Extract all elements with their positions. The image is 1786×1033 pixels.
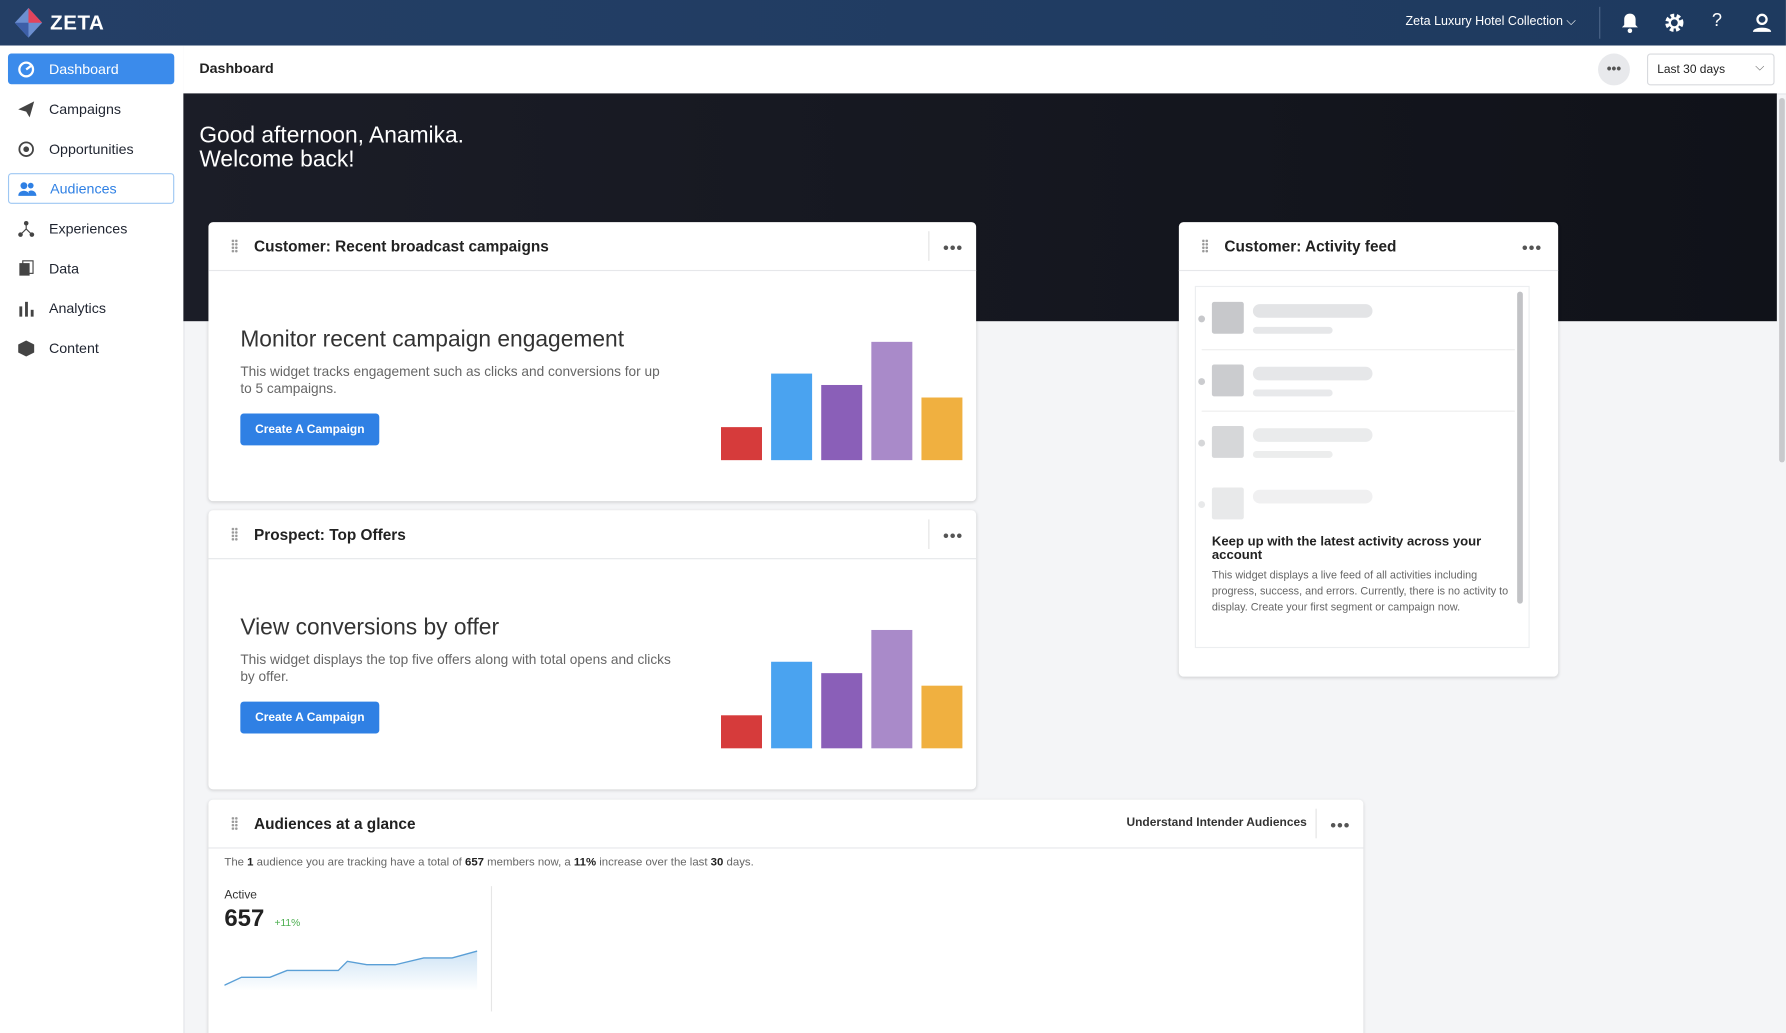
nav-icon bbox=[18, 220, 35, 237]
nav-icon bbox=[19, 301, 34, 317]
nav-icon bbox=[18, 339, 35, 356]
date-range-select[interactable]: Last 30 days ⌵ bbox=[1646, 53, 1775, 86]
create-campaign-button[interactable]: Create A Campaign bbox=[240, 701, 380, 734]
summary-figure: 657 bbox=[465, 856, 485, 870]
nav-item[interactable]: Experiences bbox=[8, 213, 174, 244]
illustration bbox=[720, 341, 963, 467]
audiences-summary: The 1 audience you are tracking have a t… bbox=[224, 857, 753, 870]
activity-heading: Keep up with the latest activity across … bbox=[1211, 535, 1482, 563]
summary-figure: 1 bbox=[247, 856, 254, 870]
stat-label: Active bbox=[224, 888, 257, 903]
greeting-line: Welcome back! bbox=[199, 146, 355, 172]
summary-figure: 11% bbox=[573, 856, 597, 870]
nav-item[interactable]: Data bbox=[8, 253, 174, 284]
widget-text: This widget displays the top five offers… bbox=[240, 651, 671, 685]
widget-title: Prospect: Top Offers bbox=[253, 526, 406, 544]
widget-header: Prospect: Top Offers ••• bbox=[208, 510, 977, 560]
widget: Customer: Recent broadcast campaigns ••• M… bbox=[208, 222, 977, 502]
nav-label: Campaigns bbox=[48, 100, 122, 117]
profile-icon[interactable] bbox=[1752, 13, 1773, 34]
nav-icon bbox=[19, 259, 34, 276]
divider bbox=[1599, 6, 1601, 39]
nav-icon bbox=[18, 140, 34, 157]
nav-item[interactable]: Dashboard bbox=[7, 53, 175, 85]
summary-text: members now, a bbox=[484, 856, 574, 870]
nav-item[interactable]: Analytics bbox=[8, 293, 174, 324]
nav-icon bbox=[18, 100, 35, 117]
logo-icon bbox=[14, 7, 43, 38]
scrollbar bbox=[1779, 97, 1785, 463]
greeting: Good afternoon, Anamika. Welcome back! bbox=[199, 124, 464, 172]
summary-text: The bbox=[224, 856, 248, 870]
nav-item[interactable]: Content bbox=[8, 333, 174, 364]
help-icon[interactable]: ? bbox=[1711, 11, 1723, 31]
activity-text: This widget displays a live feed of all … bbox=[1211, 569, 1509, 614]
audiences-link[interactable]: Understand Intender Audiences bbox=[1126, 815, 1307, 830]
divider bbox=[490, 886, 493, 1012]
widget: Prospect: Top Offers ••• View conversions … bbox=[208, 510, 977, 790]
sidebar: Dashboard Campaigns Opportunities Audiences… bbox=[0, 45, 185, 1033]
stat-change: +11% bbox=[274, 916, 301, 929]
divider bbox=[928, 519, 930, 549]
nav-label: Opportunities bbox=[48, 140, 134, 157]
account-switcher[interactable]: Zeta Luxury Hotel Collection ⌵ bbox=[1405, 14, 1576, 29]
nav-label: Content bbox=[48, 339, 99, 356]
logo-text: ZETA bbox=[50, 11, 105, 35]
stat-value: 657 bbox=[224, 905, 265, 932]
summary-text: increase over the last bbox=[596, 856, 711, 870]
sparkline bbox=[224, 950, 478, 991]
more-button[interactable]: ••• bbox=[943, 526, 964, 545]
settings-icon[interactable] bbox=[1664, 13, 1685, 34]
account-name: Zeta Luxury Hotel Collection bbox=[1405, 14, 1563, 29]
notifications-icon[interactable] bbox=[1621, 13, 1639, 34]
illustration bbox=[720, 629, 963, 755]
create-campaign-button[interactable]: Create A Campaign bbox=[240, 413, 380, 446]
more-button[interactable]: ••• bbox=[943, 238, 964, 257]
audiences-widget: Audiences at a glance Understand Intende… bbox=[208, 799, 1364, 1033]
top-bar: ZETA Zeta Luxury Hotel Collection ⌵ ? bbox=[0, 0, 1786, 46]
nav-label: Experiences bbox=[48, 220, 128, 237]
widget-title: Audiences at a glance bbox=[253, 815, 416, 833]
nav-icon bbox=[18, 60, 35, 77]
date-range-value: Last 30 days bbox=[1657, 62, 1726, 77]
widget-title: Customer: Recent broadcast campaigns bbox=[253, 238, 549, 256]
page-header: Dashboard ••• Last 30 days ⌵ bbox=[183, 45, 1786, 95]
greeting-line: Good afternoon, Anamika. bbox=[199, 123, 465, 149]
more-button[interactable]: ••• bbox=[1330, 815, 1351, 834]
nav-item[interactable]: Campaigns bbox=[8, 93, 174, 124]
activity-feed: Keep up with the latest activity across … bbox=[1194, 285, 1530, 649]
widget-header: Customer: Activity feed ••• bbox=[1178, 222, 1559, 272]
nav-label: Analytics bbox=[48, 300, 106, 317]
more-button[interactable]: ••• bbox=[1598, 53, 1630, 86]
nav-item[interactable]: Opportunities bbox=[8, 133, 174, 164]
nav-label: Dashboard bbox=[48, 60, 119, 77]
nav-label: Audiences bbox=[50, 180, 117, 197]
widget-header: Customer: Recent broadcast campaigns ••• bbox=[208, 222, 977, 272]
scrollbar bbox=[1517, 291, 1523, 604]
nav-icon bbox=[18, 181, 37, 196]
loading-placeholders bbox=[1198, 301, 1515, 520]
widget-heading: View conversions by offer bbox=[240, 615, 500, 641]
summary-text: audience you are tracking have a total o… bbox=[253, 856, 466, 870]
summary-figure: 30 bbox=[710, 856, 724, 870]
activity-widget: Customer: Activity feed ••• Keep up with … bbox=[1178, 222, 1559, 677]
widget-title: Customer: Activity feed bbox=[1224, 238, 1397, 256]
more-button[interactable]: ••• bbox=[1522, 238, 1543, 257]
widget-header: Audiences at a glance Understand Intende… bbox=[208, 800, 1364, 849]
nav-item[interactable]: Audiences bbox=[7, 173, 175, 204]
nav-label: Data bbox=[48, 260, 80, 277]
widget-text: This widget tracks engagement such as cl… bbox=[240, 363, 660, 397]
divider bbox=[928, 231, 930, 261]
widget-heading: Monitor recent campaign engagement bbox=[240, 326, 625, 352]
page-title: Dashboard bbox=[199, 60, 274, 77]
summary-text: days. bbox=[723, 856, 754, 870]
